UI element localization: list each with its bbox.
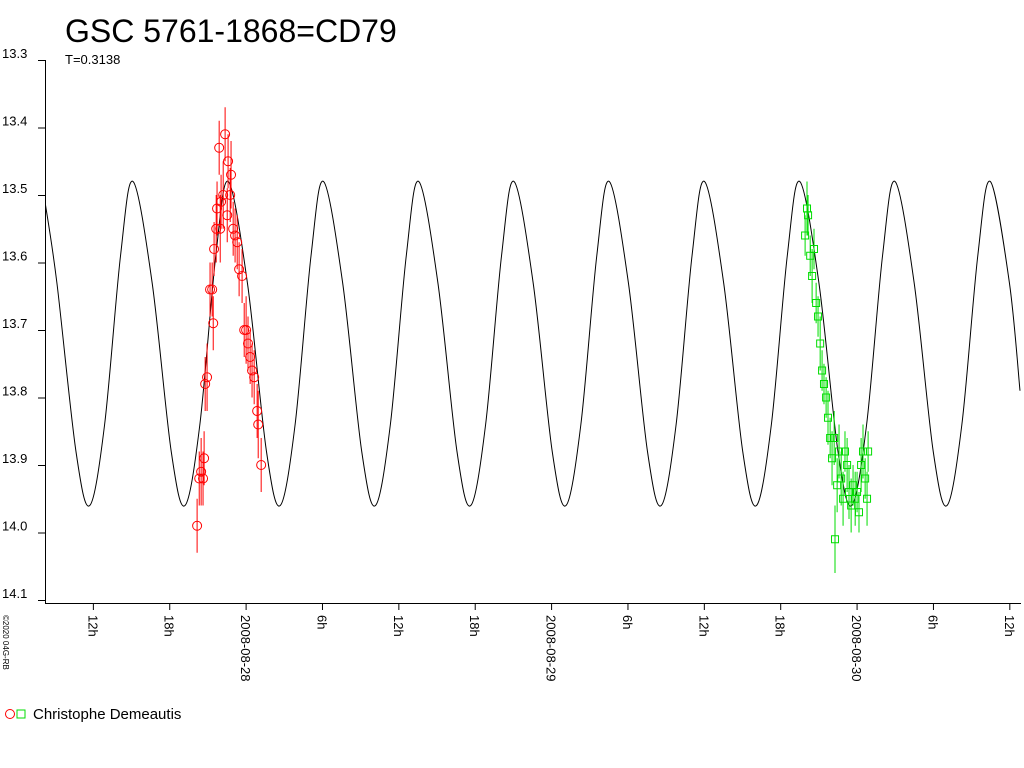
data-point bbox=[220, 129, 231, 140]
data-point bbox=[196, 466, 207, 477]
data-point bbox=[854, 508, 863, 517]
data-point bbox=[845, 488, 854, 496]
data-point bbox=[849, 481, 858, 490]
data-point bbox=[252, 406, 263, 416]
x-tick-label: 12h bbox=[1002, 615, 1017, 637]
data-point bbox=[208, 318, 219, 329]
y-tick-label: 13.6 bbox=[2, 249, 27, 264]
data-point bbox=[826, 434, 835, 442]
data-point bbox=[222, 210, 233, 221]
y-tick-label: 13.3 bbox=[2, 46, 27, 61]
model-curve bbox=[45, 180, 1021, 507]
data-point bbox=[216, 196, 227, 207]
data-point bbox=[837, 474, 846, 483]
data-point bbox=[199, 453, 210, 464]
plot-area bbox=[45, 107, 1021, 573]
x-tick-label: 18h bbox=[467, 615, 482, 637]
data-point bbox=[223, 156, 234, 167]
data-point bbox=[256, 460, 267, 470]
data-point bbox=[198, 473, 209, 484]
data-point bbox=[824, 413, 833, 422]
data-point bbox=[249, 372, 260, 383]
legend-label: Christophe Demeautis bbox=[33, 706, 181, 723]
data-point bbox=[192, 520, 203, 531]
data-point bbox=[822, 393, 831, 402]
x-tick-label: 2008-08-30 bbox=[849, 615, 864, 682]
data-point bbox=[801, 231, 810, 240]
y-tick-label: 13.7 bbox=[2, 316, 27, 331]
data-point bbox=[828, 454, 837, 463]
data-point bbox=[816, 339, 825, 348]
data-point bbox=[804, 211, 813, 220]
data-point bbox=[812, 299, 821, 307]
data-point bbox=[215, 223, 226, 234]
data-point bbox=[831, 535, 840, 544]
data-point bbox=[225, 190, 236, 200]
data-point bbox=[859, 447, 868, 456]
data-point bbox=[861, 474, 870, 483]
credit: ©2020 04G-RB bbox=[1, 615, 10, 670]
chart-title: GSC 5761-1868=CD79 bbox=[65, 13, 397, 49]
x-tick-label: 18h bbox=[162, 615, 177, 637]
data-point bbox=[839, 494, 848, 503]
data-point bbox=[230, 230, 241, 241]
data-point bbox=[819, 380, 828, 388]
x-tick-label: 18h bbox=[773, 615, 788, 637]
data-point bbox=[253, 419, 264, 430]
data-point bbox=[232, 237, 243, 248]
data-point bbox=[853, 488, 862, 496]
x-tick-label: 2008-08-29 bbox=[544, 615, 559, 682]
x-tick-label: 12h bbox=[696, 615, 711, 637]
x-tick-label: 6h bbox=[925, 615, 940, 629]
legend-circle bbox=[5, 709, 15, 719]
data-point bbox=[808, 272, 817, 280]
y-tick-label: 13.5 bbox=[2, 181, 27, 196]
data-point bbox=[209, 244, 220, 254]
data-point bbox=[226, 169, 237, 180]
y-tick-label: 13.9 bbox=[2, 451, 27, 466]
data-point bbox=[247, 365, 258, 376]
data-point bbox=[810, 245, 819, 253]
data-point bbox=[207, 284, 218, 295]
y-tick-label: 14.0 bbox=[2, 519, 27, 534]
data-point bbox=[814, 312, 823, 321]
y-tick-label: 13.4 bbox=[2, 114, 27, 129]
y-tick-label: 14.1 bbox=[2, 586, 27, 601]
data-point bbox=[847, 501, 856, 510]
x-tick-label: 2008-08-28 bbox=[238, 615, 253, 682]
data-point bbox=[840, 447, 849, 456]
legend-square bbox=[16, 709, 26, 719]
x-tick-label: 12h bbox=[85, 615, 100, 637]
data-point bbox=[202, 372, 213, 383]
x-tick-label: 6h bbox=[620, 615, 635, 629]
data-point bbox=[843, 461, 852, 469]
data-point bbox=[864, 447, 873, 456]
x-tick-label: 6h bbox=[314, 615, 329, 629]
data-point bbox=[830, 434, 839, 442]
data-point bbox=[863, 494, 872, 503]
data-point bbox=[833, 481, 842, 490]
data-point bbox=[214, 142, 225, 153]
y-tick-label: 13.8 bbox=[2, 384, 27, 399]
data-point bbox=[237, 271, 248, 281]
chart-subtitle: T=0.3138 bbox=[65, 52, 120, 67]
x-tick-label: 12h bbox=[391, 615, 406, 637]
data-point bbox=[818, 366, 827, 375]
data-point bbox=[234, 264, 245, 275]
data-point bbox=[835, 447, 844, 456]
data-point bbox=[857, 461, 866, 469]
data-point bbox=[200, 379, 211, 389]
